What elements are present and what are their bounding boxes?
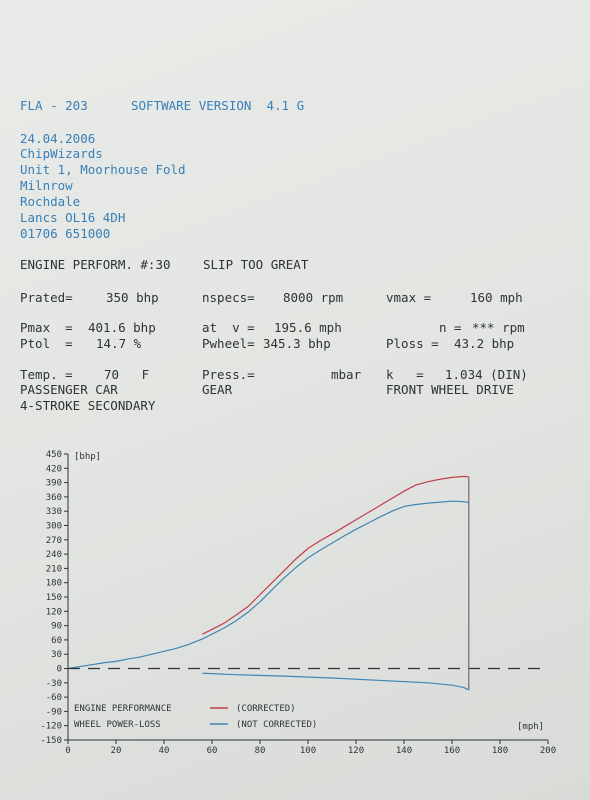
engine-type: 4-STROKE SECONDARY bbox=[20, 398, 156, 413]
ptol-value: 14.7 % bbox=[96, 336, 142, 351]
k-label: k = bbox=[386, 367, 424, 382]
ploss-value: 43.2 bhp bbox=[454, 336, 515, 351]
x-tick-label: 0 bbox=[65, 746, 70, 756]
y-tick-label: -90 bbox=[46, 707, 62, 717]
prated-value: 350 bhp bbox=[106, 290, 159, 305]
k-value: 1.034 (DIN) bbox=[445, 367, 528, 382]
y-tick-label: 180 bbox=[46, 579, 62, 589]
atv-value: 195.6 mph bbox=[274, 320, 342, 335]
y-tick-label: 450 bbox=[46, 450, 62, 460]
power-chart: 4504203903603303002702402101801501209060… bbox=[40, 450, 556, 756]
temp-label: Temp. = bbox=[20, 367, 73, 382]
y-tick-label: 150 bbox=[46, 593, 62, 603]
address-line-1: Unit 1, Moorhouse Fold bbox=[20, 162, 186, 177]
x-tick-label: 200 bbox=[540, 746, 556, 756]
y-tick-label: 300 bbox=[46, 522, 62, 532]
ploss-label: Ploss = bbox=[386, 336, 439, 351]
y-tick-label: -120 bbox=[40, 722, 62, 732]
series-line-0 bbox=[202, 475, 469, 635]
y-tick-label: 60 bbox=[51, 636, 62, 646]
nspecs-label: nspecs= bbox=[202, 290, 255, 305]
legend-style-0: (CORRECTED) bbox=[236, 704, 296, 714]
chart-ticks: 4504203903603303002702402101801501209060… bbox=[40, 450, 556, 756]
prated-label: Prated= bbox=[20, 290, 73, 305]
software-version: SOFTWARE VERSION 4.1 G bbox=[131, 98, 305, 113]
y-tick-label: 90 bbox=[51, 622, 62, 632]
legend-style-1: (NOT CORRECTED) bbox=[236, 720, 317, 730]
company-name: ChipWizards bbox=[20, 146, 103, 161]
x-tick-label: 120 bbox=[348, 746, 364, 756]
series-line-1 bbox=[67, 500, 469, 670]
x-tick-label: 20 bbox=[111, 746, 122, 756]
atv-label: at v = bbox=[202, 320, 255, 335]
y-tick-label: 330 bbox=[46, 507, 62, 517]
chart-series bbox=[67, 475, 548, 691]
gear-label: GEAR bbox=[202, 382, 233, 397]
device-id: FLA - 203 bbox=[20, 98, 88, 113]
y-tick-label: 210 bbox=[46, 564, 62, 574]
y-tick-label: -30 bbox=[46, 679, 62, 689]
report-title: ENGINE PERFORM. #:30 bbox=[20, 257, 171, 272]
address-line-3: Rochdale bbox=[20, 194, 81, 209]
y-tick-label: -60 bbox=[46, 693, 62, 703]
pwheel-label: Pwheel= bbox=[202, 336, 255, 351]
report-status: SLIP TOO GREAT bbox=[203, 257, 309, 272]
y-tick-label: -150 bbox=[40, 736, 62, 746]
legend-label-0: ENGINE PERFORMANCE bbox=[74, 704, 172, 714]
press-label: Press.= bbox=[202, 367, 255, 382]
n-label: n = bbox=[439, 320, 462, 335]
x-tick-label: 160 bbox=[444, 746, 460, 756]
nspecs-value: 8000 rpm bbox=[283, 290, 344, 305]
x-tick-label: 40 bbox=[159, 746, 170, 756]
legend-label-1: WHEEL POWER-LOSS bbox=[74, 720, 161, 730]
address-line-4: Lancs OL16 4DH bbox=[20, 210, 126, 225]
chart-axes bbox=[67, 454, 548, 741]
y-tick-label: 360 bbox=[46, 493, 62, 503]
pmax-label: Pmax = bbox=[20, 320, 73, 335]
vmax-value: 160 mph bbox=[470, 290, 523, 305]
y-tick-label: 30 bbox=[51, 650, 62, 660]
y-axis-label: [bhp] bbox=[74, 452, 101, 462]
ptol-label: Ptol = bbox=[20, 336, 73, 351]
chart-legend: ENGINE PERFORMANCE (CORRECTED) WHEEL POWER… bbox=[74, 704, 317, 730]
pmax-value: 401.6 bhp bbox=[88, 320, 156, 335]
y-tick-label: 270 bbox=[46, 536, 62, 546]
vmax-label: vmax = bbox=[386, 290, 432, 305]
series-line-2 bbox=[202, 672, 470, 691]
x-tick-label: 180 bbox=[492, 746, 508, 756]
address-line-2: Milnrow bbox=[20, 178, 73, 193]
x-tick-label: 60 bbox=[207, 746, 218, 756]
y-tick-label: 240 bbox=[46, 550, 62, 560]
y-tick-label: 420 bbox=[46, 464, 62, 474]
press-value: mbar bbox=[331, 367, 362, 382]
temp-value: 70 F bbox=[104, 367, 150, 382]
n-value: *** rpm bbox=[472, 320, 525, 335]
x-tick-label: 80 bbox=[255, 746, 266, 756]
x-tick-label: 100 bbox=[300, 746, 316, 756]
x-axis-label: [mph] bbox=[517, 722, 544, 732]
drive-type: FRONT WHEEL DRIVE bbox=[386, 382, 514, 397]
pwheel-value: 345.3 bhp bbox=[263, 336, 331, 351]
y-tick-label: 0 bbox=[57, 665, 62, 675]
y-tick-label: 120 bbox=[46, 607, 62, 617]
x-tick-label: 140 bbox=[396, 746, 412, 756]
vehicle-type: PASSENGER CAR bbox=[20, 382, 118, 397]
y-tick-label: 390 bbox=[46, 479, 62, 489]
phone-number: 01706 651000 bbox=[20, 226, 111, 241]
report-date: 24.04.2006 bbox=[20, 131, 96, 146]
